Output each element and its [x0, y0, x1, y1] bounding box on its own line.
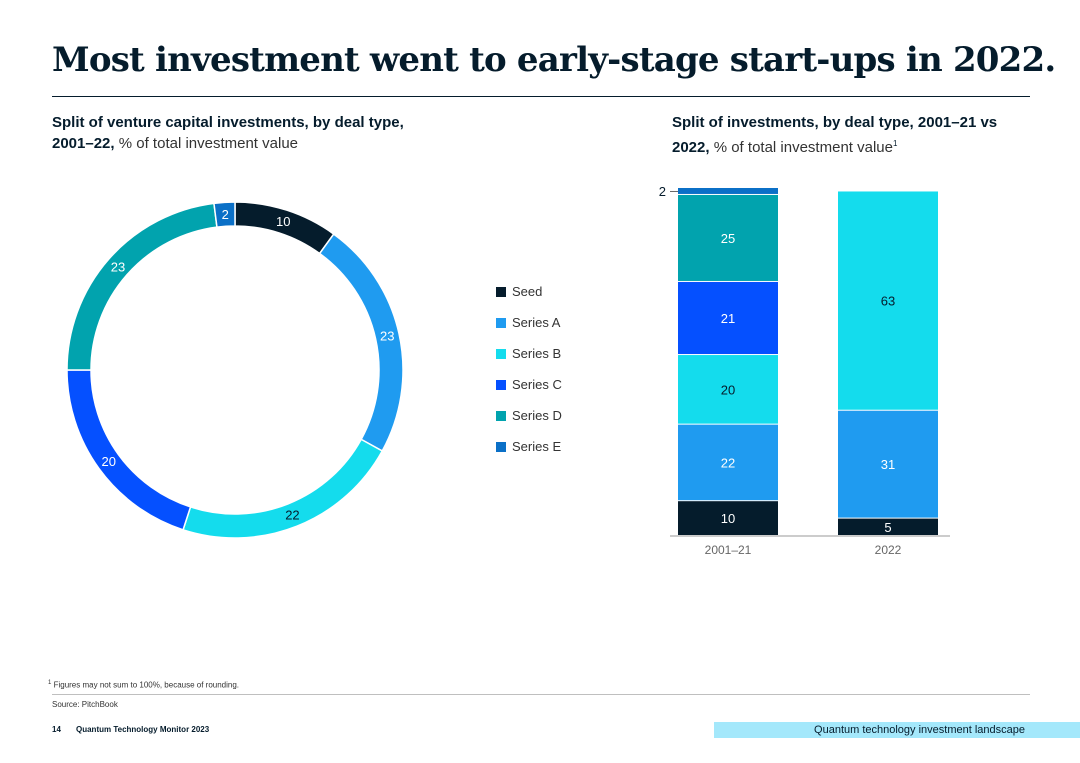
bar-segment-series-c-0	[678, 281, 778, 355]
legend-label: Series B	[512, 346, 562, 361]
bar-label-seed-1: 5	[884, 520, 891, 535]
footnote-marker: 1	[48, 680, 52, 686]
legend-item-series-e: Series E	[496, 431, 562, 462]
bar-label-series-e-0: 2	[659, 184, 666, 199]
bar-segment-series-e-0	[678, 188, 778, 194]
source-note: Source: PitchBook	[52, 700, 118, 709]
bar-subtitle-unit: % of total investment value	[709, 139, 893, 156]
bar-segment-series-a-1	[838, 410, 938, 518]
bar-segment-series-a-0	[678, 424, 778, 501]
bar-segment-series-b-1	[838, 191, 938, 410]
bar-chart-subtitle: Split of investments, by deal type, 2001…	[672, 112, 1032, 158]
report-name: Quantum Technology Monitor 2023	[76, 725, 210, 734]
bar-segment-series-d-0	[678, 194, 778, 281]
bar-label-series-a-0: 22	[721, 455, 735, 470]
legend-label: Seed	[512, 284, 543, 299]
donut-slice-series-e	[213, 201, 236, 228]
bar-label-series-a-1: 31	[881, 457, 895, 472]
legend-label: Series E	[512, 439, 562, 454]
bar-label-series-b-1: 63	[881, 294, 895, 309]
chart-legend: Seed Series A Series B Series C Series D Seri…	[496, 276, 562, 462]
bar-label-series-d-0: 25	[721, 231, 735, 246]
donut-slice-series-c	[66, 369, 192, 531]
bar-label-seed-0: 10	[721, 511, 735, 526]
footnote-text: Figures may not sum to 100%, because of …	[53, 680, 240, 690]
donut-label-series-a: 23	[380, 328, 394, 343]
legend-item-seed: Seed	[496, 276, 562, 307]
legend-item-series-d: Series D	[496, 400, 562, 431]
donut-slice-series-d	[66, 202, 218, 371]
donut-label-series-c: 20	[102, 454, 116, 469]
bar-segment-seed-0	[678, 501, 778, 535]
page-title: Most investment went to early-stage star…	[52, 40, 1056, 80]
donut-chart: 10 23 22 20 23 2	[66, 201, 404, 539]
legend-label: Series C	[512, 377, 562, 392]
title-divider	[52, 96, 1030, 97]
donut-label-series-e: 2	[222, 207, 229, 222]
legend-swatch	[496, 286, 506, 297]
legend-swatch	[496, 441, 506, 452]
section-tab-label: Quantum technology investment landscape	[814, 724, 1025, 736]
bar-segment-series-b-0	[678, 355, 778, 424]
bar-label-series-c-0: 21	[721, 311, 735, 326]
legend-swatch	[496, 410, 506, 421]
donut-subtitle-bold: Split of venture capital investments, by…	[52, 114, 404, 152]
stacked-bar-chart: 10 22 20 21 25 2 2001–21 5 31 63 2022	[659, 184, 950, 557]
donut-label-seed: 10	[276, 214, 290, 229]
legend-item-series-c: Series C	[496, 369, 562, 400]
legend-label: Series D	[512, 408, 562, 423]
legend-item-series-b: Series B	[496, 338, 562, 369]
legend-label: Series A	[512, 315, 561, 330]
x-axis-label-0: 2001–21	[705, 543, 752, 557]
x-axis-label-1: 2022	[875, 543, 902, 557]
legend-swatch	[496, 379, 506, 390]
section-tab[interactable]: Quantum technology investment landscape	[714, 722, 1080, 738]
bar-label-series-b-0: 20	[721, 382, 735, 397]
legend-swatch	[496, 348, 506, 359]
bar-segment-seed-1	[838, 518, 938, 535]
bar-subtitle-bold: Split of investments, by deal type, 2001…	[672, 114, 998, 156]
donut-label-series-d: 23	[111, 259, 125, 274]
donut-slice-series-b	[182, 438, 384, 539]
donut-label-series-b: 22	[285, 508, 299, 523]
footer-divider	[52, 694, 1030, 695]
page-number: 14	[52, 725, 61, 734]
bar-subtitle-note-marker: 1	[892, 139, 898, 148]
donut-subtitle-unit: % of total investment value	[114, 135, 299, 152]
legend-swatch	[496, 317, 506, 328]
footnote: 1 Figures may not sum to 100%, because o…	[48, 680, 239, 690]
donut-chart-subtitle: Split of venture capital investments, by…	[52, 112, 412, 154]
legend-item-series-a: Series A	[496, 307, 562, 338]
